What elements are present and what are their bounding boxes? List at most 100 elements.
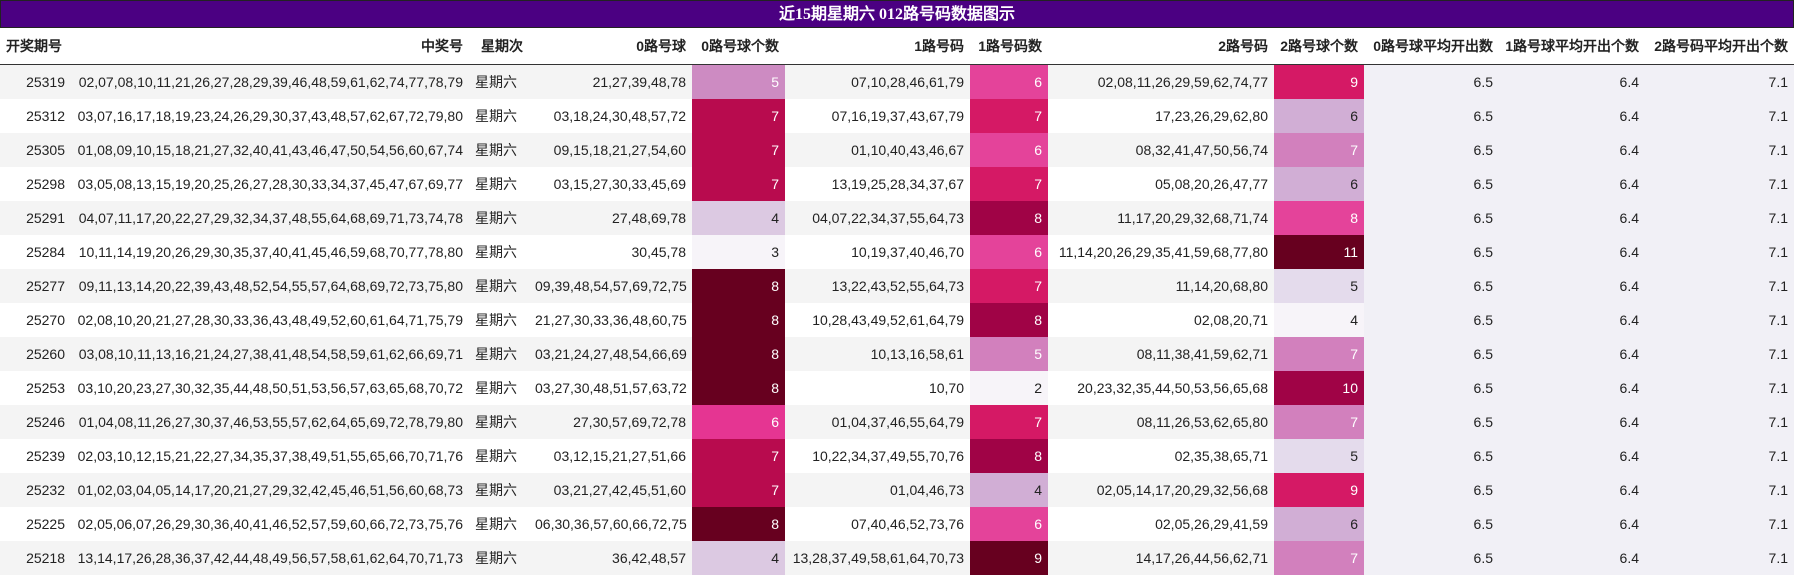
count-cell: 6 — [970, 133, 1048, 167]
cell: 7.1 — [1645, 371, 1794, 405]
cell: 6.4 — [1499, 133, 1645, 167]
cell: 星期六 — [469, 99, 529, 133]
count-cell: 9 — [1274, 65, 1364, 100]
cell: 21,27,39,48,78 — [529, 65, 692, 100]
cell: 05,08,20,26,47,77 — [1048, 167, 1274, 201]
cell: 03,12,15,21,27,51,66 — [529, 439, 692, 473]
count-cell: 7 — [692, 473, 785, 507]
cell: 36,42,48,57 — [529, 541, 692, 575]
cell: 25270 — [0, 303, 71, 337]
column-header: 0路号球 — [529, 28, 692, 65]
cell: 06,30,36,57,60,66,72,75 — [529, 507, 692, 541]
cell: 6.4 — [1499, 371, 1645, 405]
cell: 星期六 — [469, 473, 529, 507]
cell: 02,05,14,17,20,29,32,56,68 — [1048, 473, 1274, 507]
cell: 25312 — [0, 99, 71, 133]
count-cell: 7 — [692, 439, 785, 473]
count-cell: 6 — [970, 65, 1048, 100]
cell: 星期六 — [469, 201, 529, 235]
count-cell: 4 — [970, 473, 1048, 507]
cell: 6.5 — [1364, 303, 1499, 337]
cell: 7.1 — [1645, 133, 1794, 167]
column-header: 2路号码 — [1048, 28, 1274, 65]
cell: 6.4 — [1499, 235, 1645, 269]
cell: 7.1 — [1645, 337, 1794, 371]
cell: 03,18,24,30,48,57,72 — [529, 99, 692, 133]
cell: 6.4 — [1499, 201, 1645, 235]
count-cell: 8 — [692, 269, 785, 303]
cell: 01,04,08,11,26,27,30,37,46,53,55,57,62,6… — [71, 405, 469, 439]
cell: 7.1 — [1645, 269, 1794, 303]
cell: 星期六 — [469, 65, 529, 100]
count-cell: 7 — [692, 99, 785, 133]
cell: 6.4 — [1499, 167, 1645, 201]
cell: 25246 — [0, 405, 71, 439]
count-cell: 4 — [1274, 303, 1364, 337]
cell: 6.5 — [1364, 269, 1499, 303]
count-cell: 9 — [970, 541, 1048, 575]
column-header: 0路号球个数 — [692, 28, 785, 65]
count-cell: 2 — [970, 371, 1048, 405]
cell: 星期六 — [469, 405, 529, 439]
cell: 星期六 — [469, 337, 529, 371]
cell: 21,27,30,33,36,48,60,75 — [529, 303, 692, 337]
count-cell: 4 — [692, 541, 785, 575]
cell: 02,03,10,12,15,21,22,27,34,35,37,38,49,5… — [71, 439, 469, 473]
cell: 03,21,24,27,48,54,66,69 — [529, 337, 692, 371]
cell: 25225 — [0, 507, 71, 541]
cell: 01,08,09,10,15,18,21,27,32,40,41,43,46,4… — [71, 133, 469, 167]
column-header: 1路号码 — [785, 28, 970, 65]
cell: 04,07,22,34,37,55,64,73 — [785, 201, 970, 235]
cell: 6.5 — [1364, 65, 1499, 100]
cell: 30,45,78 — [529, 235, 692, 269]
cell: 20,23,32,35,44,50,53,56,65,68 — [1048, 371, 1274, 405]
column-header: 2路号码平均开出个数 — [1645, 28, 1794, 65]
count-cell: 7 — [970, 405, 1048, 439]
cell: 6.5 — [1364, 439, 1499, 473]
count-cell: 4 — [692, 201, 785, 235]
cell: 25232 — [0, 473, 71, 507]
count-cell: 10 — [1274, 371, 1364, 405]
cell: 07,10,28,46,61,79 — [785, 65, 970, 100]
cell: 7.1 — [1645, 439, 1794, 473]
cell: 6.5 — [1364, 167, 1499, 201]
cell: 星期六 — [469, 541, 529, 575]
count-cell: 8 — [692, 371, 785, 405]
cell: 7.1 — [1645, 541, 1794, 575]
cell: 25260 — [0, 337, 71, 371]
column-header: 1路号码数 — [970, 28, 1048, 65]
cell: 03,15,27,30,33,45,69 — [529, 167, 692, 201]
cell: 10,22,34,37,49,55,70,76 — [785, 439, 970, 473]
cell: 星期六 — [469, 371, 529, 405]
cell: 27,48,69,78 — [529, 201, 692, 235]
cell: 6.4 — [1499, 473, 1645, 507]
count-cell: 7 — [692, 167, 785, 201]
cell: 星期六 — [469, 439, 529, 473]
cell: 01,04,37,46,55,64,79 — [785, 405, 970, 439]
cell: 13,19,25,28,34,37,67 — [785, 167, 970, 201]
cell: 03,05,08,13,15,19,20,25,26,27,28,30,33,3… — [71, 167, 469, 201]
count-cell: 6 — [970, 507, 1048, 541]
cell: 02,08,10,20,21,27,28,30,33,36,43,48,49,5… — [71, 303, 469, 337]
cell: 13,28,37,49,58,61,64,70,73 — [785, 541, 970, 575]
cell: 13,22,43,52,55,64,73 — [785, 269, 970, 303]
title: 近15期星期六 012路号码数据图示 — [0, 0, 1794, 28]
count-cell: 6 — [970, 235, 1048, 269]
column-header: 星期次 — [469, 28, 529, 65]
cell: 6.5 — [1364, 371, 1499, 405]
column-header: 1路号球平均开出个数 — [1499, 28, 1645, 65]
cell: 25319 — [0, 65, 71, 100]
cell: 02,05,26,29,41,59 — [1048, 507, 1274, 541]
count-cell: 7 — [970, 269, 1048, 303]
count-cell: 5 — [692, 65, 785, 100]
cell: 7.1 — [1645, 235, 1794, 269]
